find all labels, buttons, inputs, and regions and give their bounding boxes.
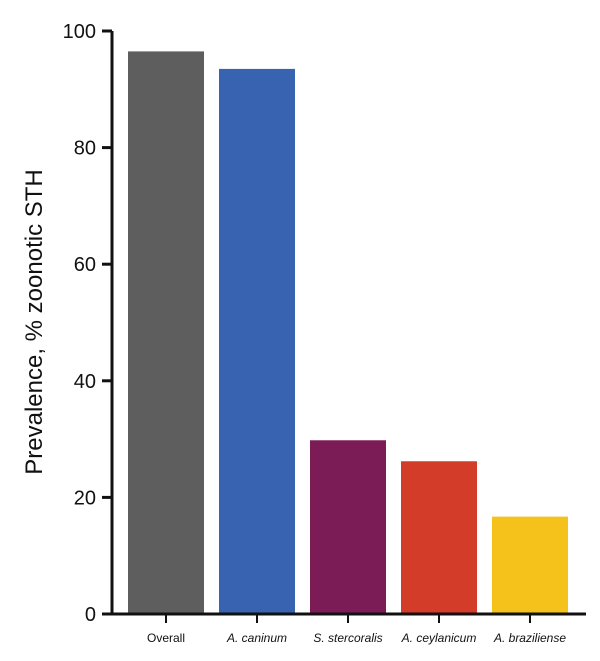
y-tick-label: 80 [74, 138, 96, 160]
x-category-label: A. ceylanicum [401, 631, 477, 645]
x-labels-group: Overall A. caninum S. stercoralis A. ceylan… [147, 614, 566, 645]
x-category-label: S. stercoralis [313, 631, 382, 645]
bar-overall [128, 51, 204, 614]
y-tick-label: 0 [85, 604, 96, 626]
bar-a-braziliense [492, 516, 568, 614]
bar-s-stercoralis [310, 440, 386, 614]
x-category-label: A. caninum [226, 631, 287, 645]
y-tick-label: 40 [74, 371, 96, 393]
x-category-label: Overall [147, 631, 185, 645]
bars-group [128, 51, 568, 614]
y-tick-label: 100 [63, 21, 96, 43]
bar-a-caninum [219, 68, 295, 614]
y-tick-label: 60 [74, 254, 96, 276]
bar-a-ceylanicum [401, 461, 477, 614]
x-category-label: A. braziliense [493, 631, 566, 645]
y-axis-title: Prevalence, % zoonotic STH [21, 169, 48, 474]
y-ticks-group: 0 20 40 60 80 100 [63, 21, 112, 626]
y-tick-label: 20 [74, 487, 96, 509]
